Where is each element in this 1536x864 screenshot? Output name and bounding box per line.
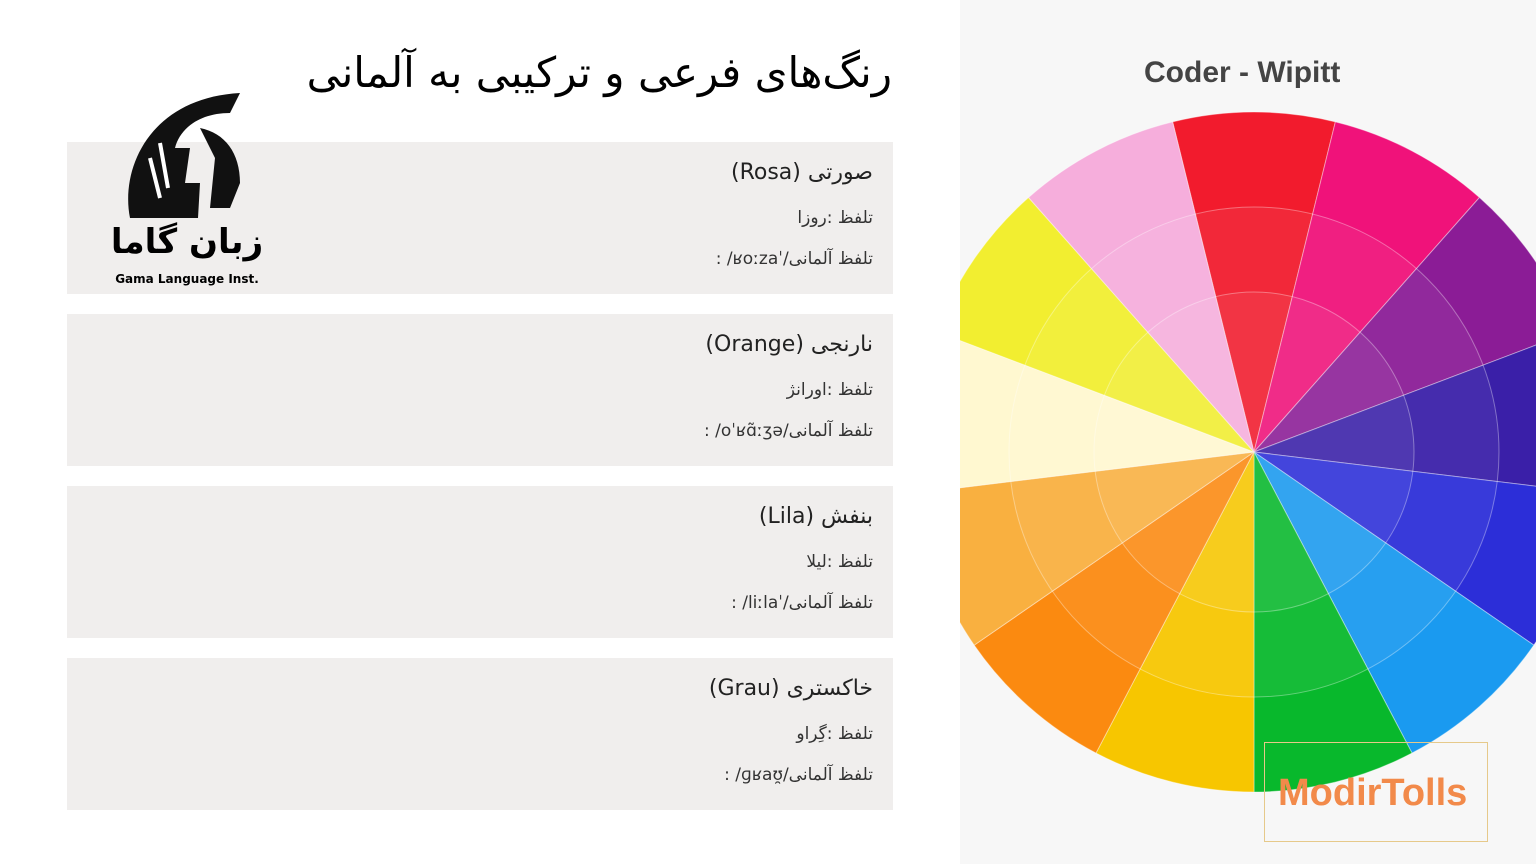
- logo-subtitle: Gama Language Inst.: [115, 272, 259, 286]
- wheel-slice: [960, 196, 1255, 453]
- wheel-slice: [1253, 451, 1535, 754]
- card-pronunciation: تلفظ :اورانژ: [786, 380, 873, 400]
- wheel-slice: [1095, 451, 1255, 793]
- card-name: خاکستری (Grau): [708, 676, 873, 701]
- card-name: صورتی (Rosa): [730, 160, 873, 185]
- card-ipa: تلفظ آلمانی/oˈʁɑ̃ːʒə/ :: [703, 421, 873, 441]
- logo-name: زبان گاما: [110, 222, 264, 262]
- card-pronunciation: تلفظ :گِراو: [796, 724, 873, 744]
- watermark-frame: [1264, 742, 1488, 842]
- card-name: بنفش (Lila): [758, 504, 873, 529]
- wheel-slice: [1253, 196, 1536, 453]
- wheel-slice: [1253, 451, 1536, 646]
- watermark: ModirTolls: [1278, 772, 1468, 814]
- wheel-slice: [1027, 121, 1255, 453]
- wheel-slice: [1253, 121, 1481, 453]
- wheel-slice: [1172, 111, 1336, 453]
- color-wheel-image: Coder - Wipitt: [960, 0, 1536, 864]
- color-card: نارنجی (Orange) تلفظ :اورانژ تلفظ آلمانی/o…: [67, 314, 893, 466]
- color-card: خاکستری (Grau) تلفظ :گِراو تلفظ آلمانی/ɡʁa…: [67, 658, 893, 810]
- wheel-slice: [960, 339, 1255, 489]
- wheel-slice: [1253, 451, 1413, 793]
- wheel-slice: [960, 451, 1255, 646]
- color-card: صورتی (Rosa) تلفظ :روزا تلفظ آلمانی/ˈʁoːza…: [67, 142, 893, 294]
- color-card: بنفش (Lila) تلفظ :لیلا تلفظ آلمانی/ˈliːla/…: [67, 486, 893, 638]
- card-pronunciation: تلفظ :روزا: [797, 208, 873, 228]
- wheel-slice: [1253, 344, 1536, 487]
- card-ipa: تلفظ آلمانی/ɡʁaʊ̯/ :: [724, 765, 873, 785]
- card-name: نارنجی (Orange): [705, 332, 873, 357]
- wheel-slice: [973, 451, 1255, 754]
- wheel-ring: [1093, 291, 1415, 613]
- card-ipa: تلفظ آلمانی/ˈʁoːza/ :: [715, 249, 873, 269]
- wheel-ring: [1008, 206, 1500, 698]
- page-title: رنگ‌های فرعی و ترکیبی به آلمانی: [306, 48, 892, 97]
- card-ipa: تلفظ آلمانی/ˈliːla/ :: [731, 593, 873, 613]
- image-caption: Coder - Wipitt: [1144, 56, 1341, 89]
- color-wheel: [960, 111, 1536, 793]
- card-pronunciation: تلفظ :لیلا: [806, 552, 873, 572]
- logo-icon: [128, 93, 240, 218]
